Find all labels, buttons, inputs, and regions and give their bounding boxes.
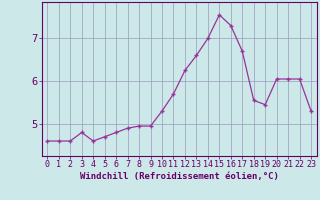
X-axis label: Windchill (Refroidissement éolien,°C): Windchill (Refroidissement éolien,°C) <box>80 172 279 181</box>
